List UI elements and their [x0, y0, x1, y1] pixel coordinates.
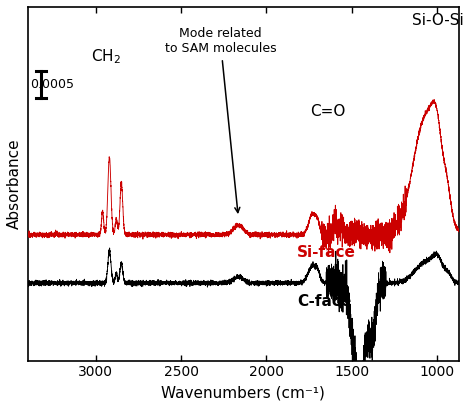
- Text: CH$_2$: CH$_2$: [91, 47, 121, 66]
- Text: Si-O-Si: Si-O-Si: [412, 13, 464, 28]
- Text: Si-face: Si-face: [297, 245, 356, 260]
- X-axis label: Wavenumbers (cm⁻¹): Wavenumbers (cm⁻¹): [162, 385, 325, 400]
- Text: C-face: C-face: [297, 294, 351, 309]
- Text: C=O: C=O: [310, 105, 346, 120]
- Y-axis label: Absorbance: Absorbance: [7, 138, 22, 229]
- Text: 0.0005: 0.0005: [30, 78, 74, 91]
- Text: Mode related
to SAM molecules: Mode related to SAM molecules: [164, 27, 276, 212]
